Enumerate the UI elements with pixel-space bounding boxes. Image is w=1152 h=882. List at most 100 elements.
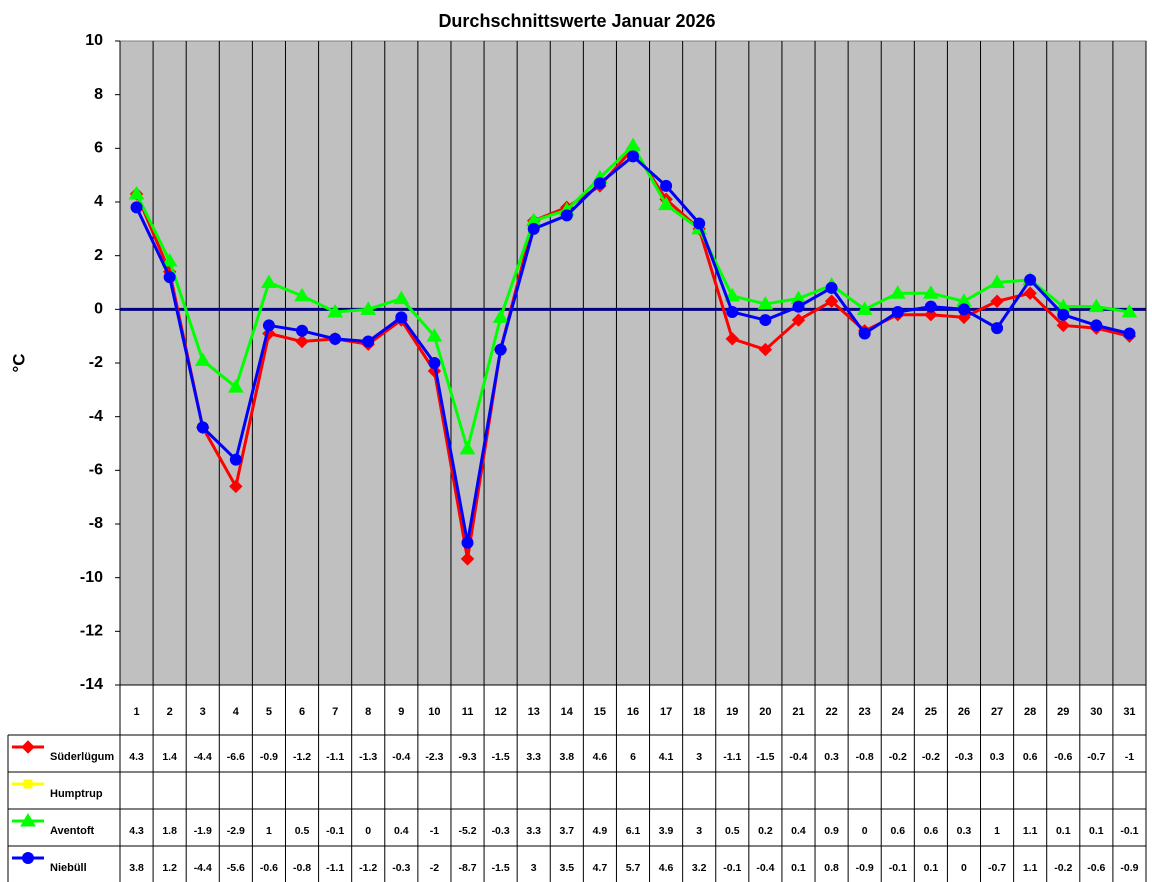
table-value: 3.3	[526, 751, 541, 763]
marker	[194, 352, 211, 366]
marker	[725, 332, 739, 346]
x-tick-label: 2	[167, 706, 173, 718]
legend-label: Aventoft	[50, 825, 95, 837]
table-value: 0.6	[924, 825, 939, 837]
table-value: -8.7	[458, 862, 476, 874]
marker	[428, 357, 441, 369]
marker	[227, 379, 244, 393]
x-tick-label: 9	[398, 706, 404, 718]
table-value: 4.3	[129, 825, 144, 837]
x-tick-label: 18	[693, 706, 705, 718]
table-value: 3.8	[560, 751, 575, 763]
marker	[21, 740, 35, 754]
marker	[856, 301, 873, 315]
marker	[494, 343, 507, 356]
table-value: 0.9	[824, 825, 839, 837]
marker	[1090, 319, 1103, 332]
x-tick-label: 29	[1057, 706, 1069, 718]
marker	[161, 253, 178, 267]
table-value: -1.2	[293, 751, 311, 763]
x-tick-label: 16	[627, 706, 639, 718]
table-value: -1.5	[492, 751, 510, 763]
legend-label: Niebüll	[50, 862, 87, 874]
x-tick-label: 14	[561, 706, 574, 718]
marker	[229, 479, 243, 494]
marker	[1088, 298, 1105, 313]
y-tick-label: 0	[94, 301, 103, 318]
marker	[759, 314, 772, 327]
table-value: -0.4	[756, 862, 774, 874]
marker	[1023, 286, 1037, 300]
marker	[889, 285, 906, 299]
marker	[393, 290, 410, 305]
marker	[460, 552, 475, 566]
table-value: -1.1	[326, 751, 344, 763]
table-value: -0.2	[922, 751, 940, 763]
table-value: -1.1	[723, 751, 741, 763]
table-value: 1.1	[1023, 825, 1038, 837]
x-tick-label: 13	[528, 706, 540, 718]
table-value: 4.6	[659, 862, 674, 874]
marker	[23, 779, 33, 789]
marker	[991, 322, 1004, 335]
marker	[492, 309, 509, 323]
x-tick-label: 17	[660, 706, 672, 718]
marker	[461, 536, 474, 549]
marker	[360, 301, 377, 315]
table-value: -0.9	[1120, 862, 1138, 874]
y-tick-label: 8	[94, 86, 103, 103]
table-value: -0.1	[1120, 825, 1138, 837]
marker	[560, 209, 573, 222]
table-value: 0.5	[295, 825, 310, 837]
marker	[426, 328, 443, 342]
marker	[527, 222, 540, 235]
x-tick-label: 7	[332, 706, 338, 718]
table-value: 3	[531, 862, 537, 874]
table-value: -1.3	[359, 751, 377, 763]
table-value: -1.5	[492, 862, 510, 874]
table-value: 0	[961, 862, 967, 874]
table-value: 0.6	[890, 825, 905, 837]
table-value: 4.9	[593, 825, 608, 837]
y-axis-label: °C	[9, 353, 28, 372]
marker	[295, 334, 309, 349]
marker	[658, 196, 674, 211]
table-value: -0.3	[955, 751, 973, 763]
table-value: -1	[430, 825, 439, 837]
x-tick-label: 20	[759, 706, 771, 718]
marker	[130, 201, 143, 214]
marker	[22, 852, 34, 864]
table-value: 4.3	[129, 751, 144, 763]
marker	[726, 306, 739, 319]
x-tick-label: 6	[299, 706, 305, 718]
marker	[989, 274, 1005, 288]
marker	[296, 324, 309, 337]
marker	[196, 421, 209, 434]
table-value: -4.4	[194, 751, 212, 763]
marker	[229, 453, 242, 466]
marker	[294, 287, 310, 302]
table-value: -0.6	[1054, 751, 1072, 763]
marker	[395, 311, 408, 324]
table-value: -4.4	[194, 862, 212, 874]
x-tick-label: 26	[958, 706, 970, 718]
marker	[825, 281, 838, 294]
x-tick-label: 5	[266, 706, 272, 718]
x-tick-label: 12	[494, 706, 506, 718]
y-tick-label: -8	[89, 515, 103, 532]
y-tick-label: 2	[94, 247, 103, 264]
table-value: 3.9	[659, 825, 674, 837]
table-value: -0.4	[392, 751, 410, 763]
y-tick-label: 10	[85, 32, 103, 49]
table-value: 3	[696, 751, 702, 763]
series	[128, 137, 1138, 455]
table-value: -2.3	[425, 751, 443, 763]
y-tick-label: -10	[80, 569, 103, 586]
marker	[593, 177, 606, 190]
x-tick-label: 24	[892, 706, 905, 718]
x-tick-label: 8	[365, 706, 371, 718]
x-tick-label: 22	[825, 706, 837, 718]
table-value: 6	[630, 751, 636, 763]
marker	[329, 332, 342, 345]
